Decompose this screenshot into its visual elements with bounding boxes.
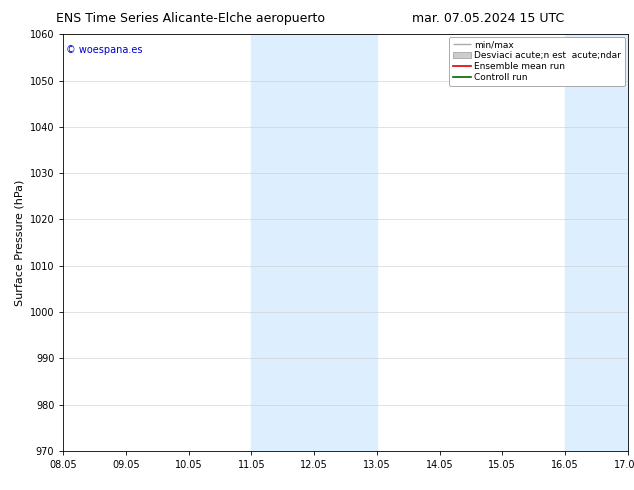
Text: ENS Time Series Alicante-Elche aeropuerto: ENS Time Series Alicante-Elche aeropuert… [56, 12, 325, 25]
Bar [565, 34, 628, 451]
Text: mar. 07.05.2024 15 UTC: mar. 07.05.2024 15 UTC [412, 12, 564, 25]
Legend: min/max, Desviaci acute;n est  acute;ndar, Ensemble mean run, Controll run: min/max, Desviaci acute;n est acute;ndar… [449, 37, 625, 86]
Bar [314, 34, 377, 451]
Y-axis label: Surface Pressure (hPa): Surface Pressure (hPa) [14, 179, 24, 306]
Text: © woespana.es: © woespana.es [66, 45, 143, 55]
Bar [252, 34, 314, 451]
